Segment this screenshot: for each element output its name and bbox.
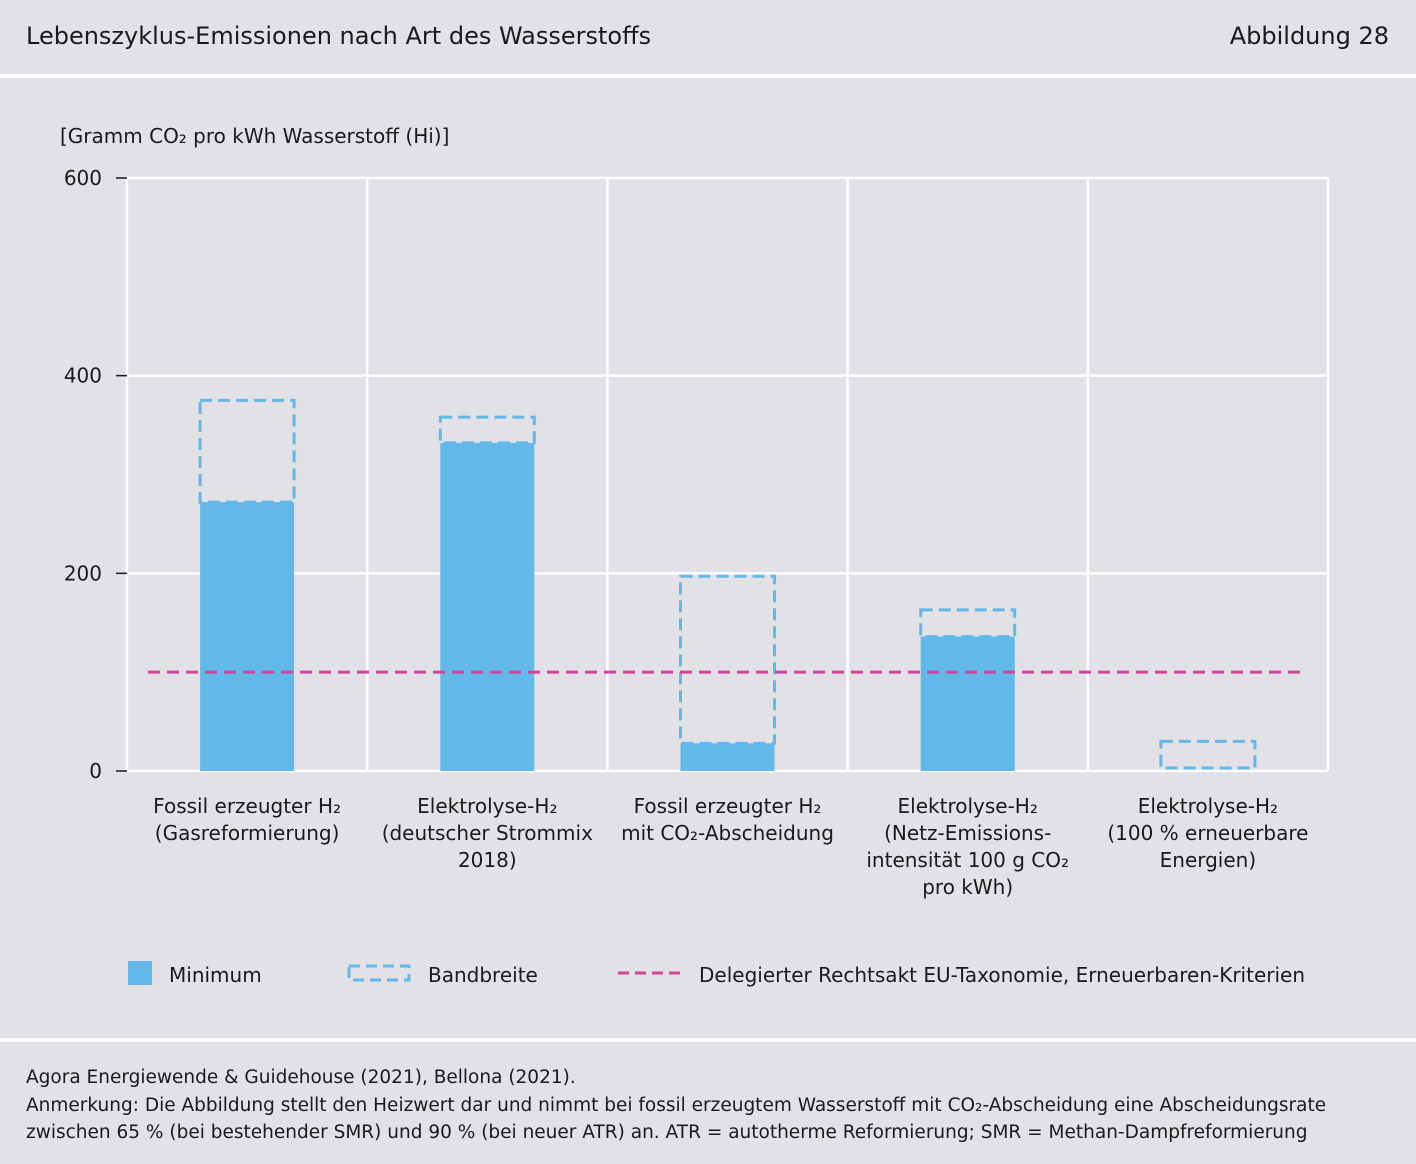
x-tick-label-3-2: intensität 100 g CO₂ [866,848,1069,872]
figure-header: Lebenszyklus-Emissionen nach Art des Was… [0,0,1416,74]
bar-minimum-3 [920,636,1015,771]
bar-range-2 [679,574,776,745]
x-tick-label-0-1: (Gasreformierung) [155,821,340,845]
x-tick-label-4-0: Elektrolyse-H₂ [1138,794,1278,818]
source-text: Agora Energiewende & Guidehouse (2021), … [26,1067,576,1088]
x-tick-label-2-1: mit CO₂-Abscheidung [621,821,834,845]
bar-range-4 [1159,739,1257,770]
chart-panel: [Gramm CO₂ pro kWh Wasserstoff (Hi)] 0 20… [0,78,1416,1038]
x-tick-label-1-2: 2018) [458,848,517,872]
y-tick-labels: 0 200 400 600 [64,166,127,783]
note-line-2: zwischen 65 % (bei bestehender SMR) und … [26,1122,1308,1143]
figure-number: Abbildung 28 [1229,22,1389,50]
figure-footer: Agora Energiewende & Guidehouse (2021), … [0,1042,1416,1164]
bar-minimum-2 [680,743,775,771]
x-tick-label-3-3: pro kWh) [922,875,1013,899]
x-tick-label-4-1: (100 % erneuerbare [1107,821,1308,845]
legend-threshold-label: Delegierter Rechtsakt EU-Taxonomie, Erne… [699,963,1305,987]
bar-minimum-0 [200,502,295,771]
bar-chart: [Gramm CO₂ pro kWh Wasserstoff (Hi)] 0 20… [60,124,1330,987]
bar-minimum-1 [440,442,535,771]
y-axis-label: [Gramm CO₂ pro kWh Wasserstoff (Hi)] [60,124,449,148]
grid-lines [125,176,1330,773]
legend-minimum-label: Minimum [169,963,262,987]
x-tick-label-3-1: (Netz-Emissions- [884,821,1051,845]
legend-band-label: Bandbreite [428,963,538,987]
y-tick-label-3: 600 [64,166,102,190]
x-tick-label-0-0: Fossil erzeugter H₂ [153,794,341,818]
x-tick-labels: Fossil erzeugter H₂ (Gasreformierung) Elek… [153,794,1308,899]
x-tick-label-4-2: Energien) [1160,848,1257,872]
bars [198,398,1257,771]
y-tick-label-0: 0 [89,759,102,783]
figure-title: Lebenszyklus-Emissionen nach Art des Was… [26,22,652,50]
legend-minimum-swatch [128,961,152,985]
legend-band-swatch [347,964,411,982]
bar-range-3 [919,608,1017,639]
y-tick-label-1: 200 [64,561,102,585]
bar-range-0 [198,398,296,504]
legend: Minimum Bandbreite Delegierter Rechtsakt… [128,961,1305,987]
note-line-1: Anmerkung: Die Abbildung stellt den Heiz… [26,1095,1327,1116]
bar-range-1 [438,415,536,445]
y-tick-label-2: 400 [64,364,102,388]
x-tick-label-1-0: Elektrolyse-H₂ [417,794,557,818]
x-tick-label-2-0: Fossil erzeugter H₂ [634,794,822,818]
x-tick-label-1-1: (deutscher Strommix [382,821,593,845]
x-tick-label-3-0: Elektrolyse-H₂ [898,794,1038,818]
